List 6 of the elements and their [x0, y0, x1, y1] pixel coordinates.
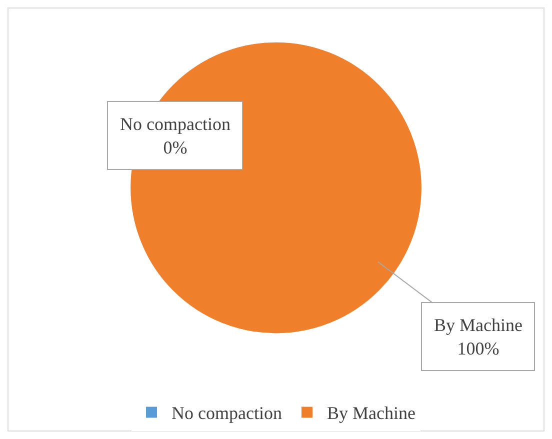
category-label: No compaction: [120, 114, 230, 134]
legend-label: By Machine: [326, 403, 416, 424]
text: 0%: [163, 137, 188, 158]
legend-label: No compaction: [172, 403, 282, 424]
data-label: 100%: [457, 338, 500, 358]
slice-label: By Machine: [434, 315, 522, 335]
